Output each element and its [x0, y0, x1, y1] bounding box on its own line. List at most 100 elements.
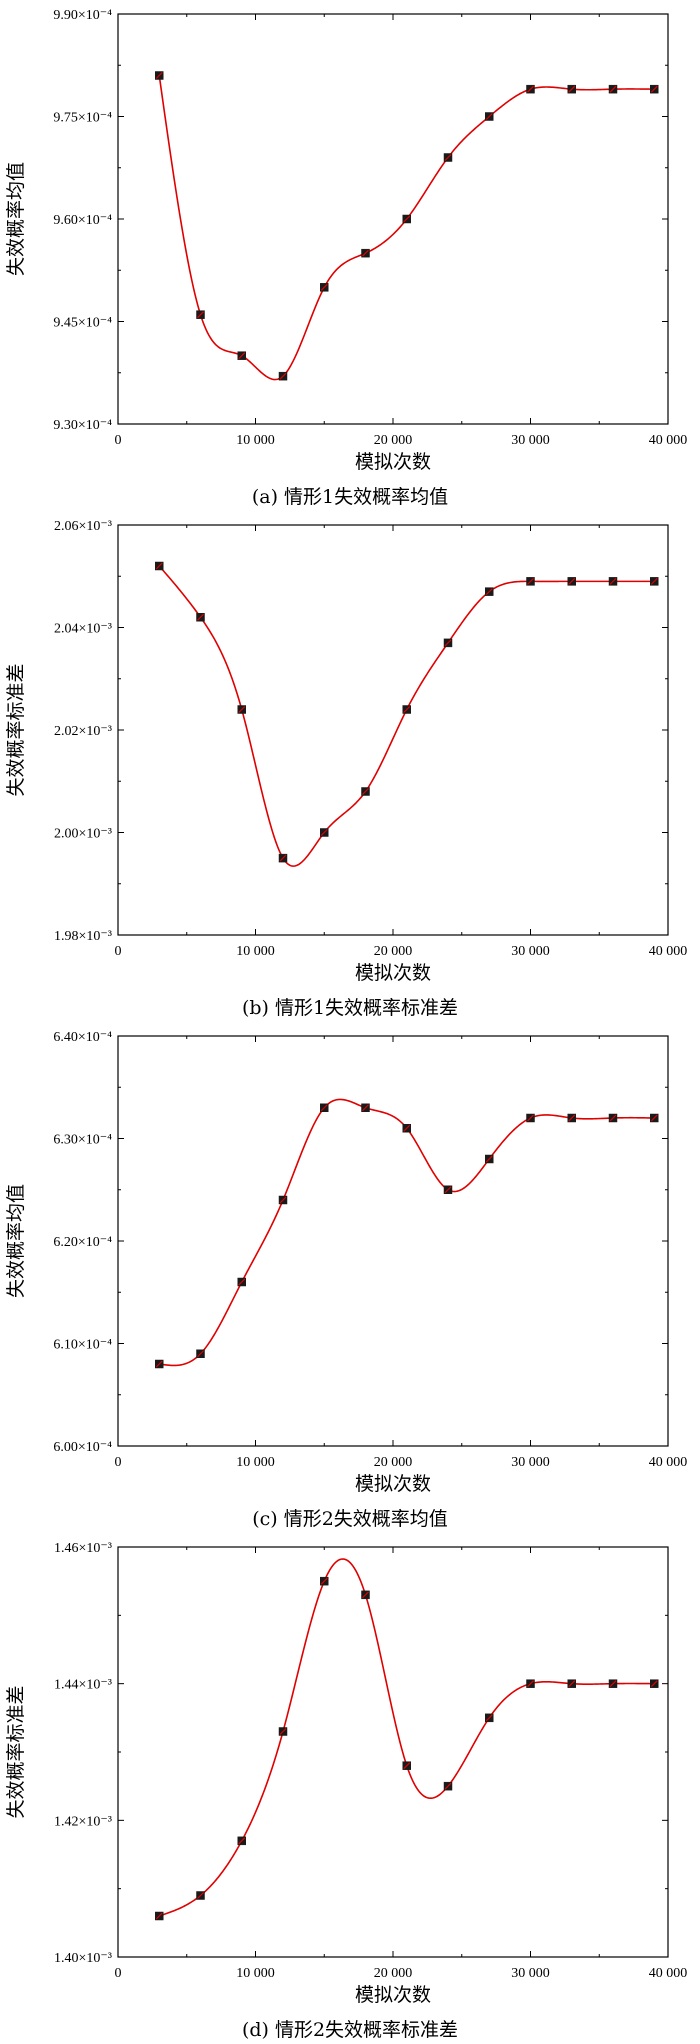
- data-point-line-b: [197, 613, 204, 621]
- chart-caption-d: (d) 情形2失效概率标准差: [241, 2019, 459, 2041]
- plot-frame-a: [117, 13, 669, 425]
- data-point-line-d: [568, 1680, 576, 1688]
- data-point-line-b: [609, 577, 617, 585]
- y-tick-label-a: 9.30×10⁻⁴: [53, 418, 112, 433]
- x-tick-label-c: 10 000: [236, 1455, 275, 1470]
- series-line-c: [159, 1098, 655, 1367]
- data-point-line-b: [362, 788, 369, 795]
- data-point-line-a: [568, 85, 576, 93]
- data-point-line-a: [279, 372, 287, 380]
- data-point-line-d: [238, 1837, 246, 1845]
- y-tick-label-b: 2.06×10⁻³: [54, 519, 112, 534]
- data-point-line-d: [650, 1680, 658, 1688]
- y-tick-label-a: 9.60×10⁻⁴: [53, 213, 112, 228]
- y-tick-label-b: 1.98×10⁻³: [54, 929, 112, 944]
- x-tick-label-d: 40 000: [649, 1966, 688, 1981]
- y-tick-label-d: 1.42×10⁻³: [54, 1814, 112, 1829]
- data-point-line-b: [320, 829, 328, 836]
- chart-caption-c: (c) 情形2失效概率均值: [252, 1508, 448, 1530]
- data-point-line-d: [485, 1714, 493, 1722]
- data-point-line-b: [485, 588, 493, 596]
- data-point-line-c: [485, 1155, 493, 1163]
- y-tick-label-a: 9.75×10⁻⁴: [53, 111, 112, 126]
- data-point-line-c: [568, 1114, 576, 1122]
- data-point-line-a: [650, 85, 658, 93]
- chart-caption-b: (b) 情形1失效概率标准差: [241, 997, 459, 1019]
- y-tick-label-c: 6.20×10⁻⁴: [53, 1235, 112, 1250]
- data-point-line-c: [197, 1350, 204, 1358]
- y-tick-label-b: 2.00×10⁻³: [54, 827, 112, 842]
- plot-frame-c: [117, 1035, 669, 1447]
- data-point-line-d: [444, 1782, 452, 1790]
- series-line-b: [158, 565, 655, 867]
- x-axis-label-a: 模拟次数: [355, 451, 431, 473]
- data-point-line-b: [444, 639, 452, 647]
- data-point-line-c: [527, 1114, 534, 1122]
- y-tick-label-a: 9.90×10⁻⁴: [53, 8, 112, 23]
- chart-b: 0 10 000 20 000 30 000 40 000 1.98×10⁻³ 2.00×1…: [5, 519, 687, 984]
- x-tick-label-b: 30 000: [511, 944, 550, 959]
- y-tick-label-b: 2.04×10⁻³: [54, 622, 112, 637]
- x-axis-label-b: 模拟次数: [355, 962, 431, 984]
- x-tick-label-a: 30 000: [511, 433, 550, 448]
- x-tick-label-b: 20 000: [374, 944, 413, 959]
- series-line-a: [158, 75, 655, 381]
- x-tick-label-a: 40 000: [649, 433, 688, 448]
- data-point-line-c: [155, 1360, 163, 1368]
- data-point-line-c: [444, 1186, 452, 1194]
- y-tick-label-b: 2.02×10⁻³: [54, 724, 112, 739]
- plot-frame-b: [117, 524, 669, 936]
- data-point-line-c: [403, 1124, 411, 1132]
- x-tick-label-a: 20 000: [374, 433, 413, 448]
- y-tick-label-c: 6.30×10⁻⁴: [53, 1133, 112, 1148]
- data-point-line-c: [609, 1114, 617, 1122]
- data-point-line-a: [238, 352, 246, 360]
- x-tick-label-c: 0: [115, 1455, 122, 1470]
- y-axis-label-b: 失效概率标准差: [5, 663, 27, 796]
- data-point-line-d: [279, 1728, 287, 1735]
- chart-caption-a: (a) 情形1失效概率均值: [251, 486, 449, 508]
- data-point-line-c: [238, 1278, 246, 1286]
- data-point-line-c: [320, 1104, 328, 1112]
- y-axis-label-a: 失效概率均值: [5, 162, 27, 276]
- data-point-line-d: [155, 1912, 163, 1920]
- x-tick-label-b: 0: [115, 944, 122, 959]
- data-point-line-a: [155, 72, 163, 79]
- y-tick-label-d: 1.40×10⁻³: [54, 1951, 112, 1966]
- chart-d: 0 10 000 20 000 30 000 40 000 1.40×10⁻³ 1.42×1…: [5, 1541, 688, 2006]
- y-tick-label-d: 1.46×10⁻³: [54, 1541, 112, 1556]
- data-point-line-d: [527, 1680, 534, 1688]
- data-point-line-b: [568, 577, 576, 585]
- y-tick-label-c: 6.40×10⁻⁴: [53, 1030, 112, 1045]
- x-tick-label-a: 10 000: [236, 433, 275, 448]
- data-point-line-a: [485, 113, 493, 120]
- chart-c: 0 10 000 20 000 30 000 40 000 6.00×10⁻⁴ 6.10×1…: [5, 1030, 688, 1495]
- x-tick-label-a: 0: [115, 433, 122, 448]
- data-point-line-c: [279, 1196, 287, 1204]
- x-tick-label-b: 10 000: [236, 944, 275, 959]
- x-tick-label-d: 10 000: [236, 1966, 275, 1981]
- data-point-line-d: [320, 1577, 328, 1585]
- data-point-line-c: [362, 1104, 369, 1112]
- x-tick-label-d: 20 000: [374, 1966, 413, 1981]
- data-point-line-b: [403, 706, 411, 713]
- series-line-d: [158, 1558, 655, 1917]
- data-point-line-a: [527, 85, 534, 93]
- x-tick-label-d: 0: [115, 1966, 122, 1981]
- x-tick-label-c: 20 000: [374, 1455, 413, 1470]
- chart-a: 0 10 000 20 000 30 000 40 000 9.30×10⁻⁴ 9.45×1…: [5, 8, 688, 473]
- data-point-line-d: [403, 1762, 411, 1770]
- data-point-line-a: [362, 249, 369, 257]
- data-point-line-d: [609, 1680, 617, 1688]
- data-point-line-d: [362, 1591, 369, 1599]
- data-point-line-b: [279, 854, 287, 862]
- x-tick-label-c: 40 000: [649, 1455, 688, 1470]
- x-axis-label-c: 模拟次数: [355, 1473, 431, 1495]
- y-axis-label-d: 失效概率标准差: [5, 1685, 27, 1818]
- y-axis-label-c: 失效概率均值: [5, 1184, 27, 1298]
- data-point-line-a: [444, 154, 452, 161]
- x-tick-label-c: 30 000: [511, 1455, 550, 1470]
- data-point-line-b: [238, 706, 246, 713]
- y-tick-label-a: 9.45×10⁻⁴: [53, 316, 112, 331]
- data-point-line-a: [403, 215, 411, 223]
